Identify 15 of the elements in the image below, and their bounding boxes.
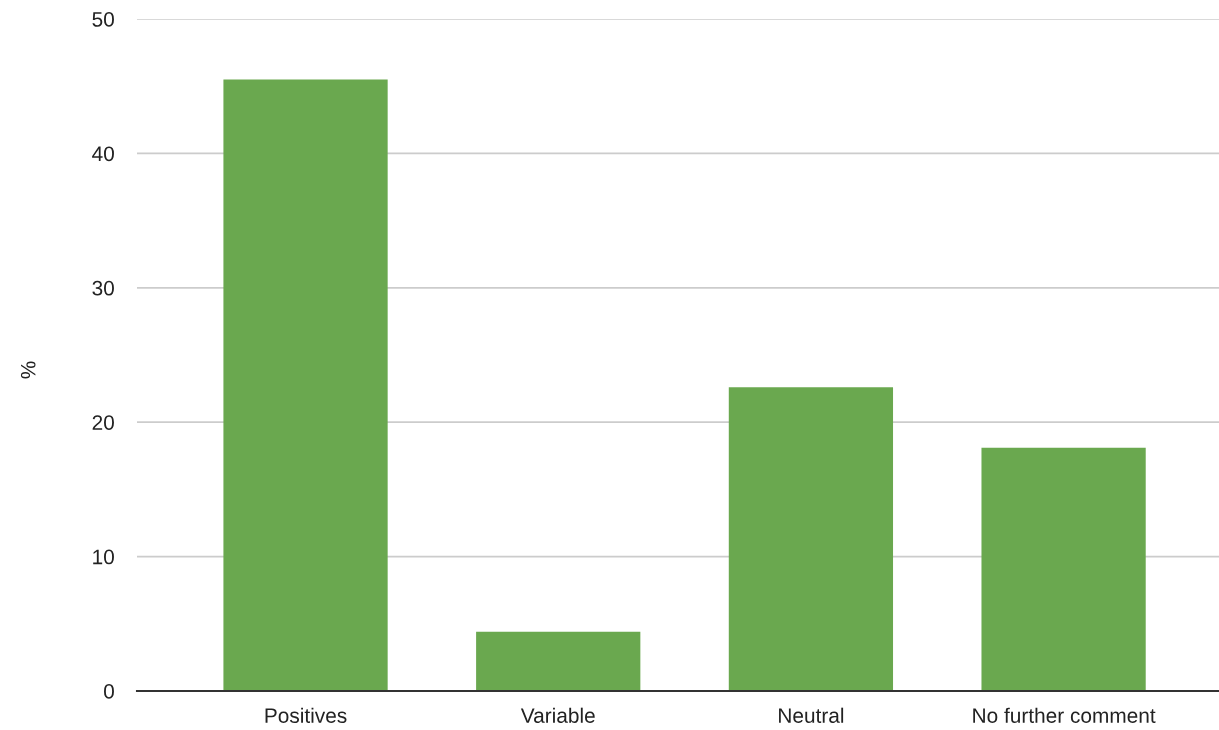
bar bbox=[981, 447, 1146, 691]
y-tick-label: 30 bbox=[92, 280, 114, 296]
x-tick-label: No further comment bbox=[973, 707, 1156, 723]
bar bbox=[223, 79, 388, 691]
x-tick-label: Neutral bbox=[779, 707, 844, 723]
y-axis-title: % bbox=[20, 361, 36, 379]
y-tick-label: 40 bbox=[92, 146, 114, 162]
bar bbox=[728, 387, 894, 691]
y-tick-label: 20 bbox=[92, 415, 114, 430]
x-tick-label: Positives bbox=[265, 707, 347, 723]
y-tick-label: 0 bbox=[104, 684, 114, 699]
bar bbox=[476, 631, 641, 691]
y-tick-label: 50 bbox=[92, 12, 114, 27]
x-tick-label: Variable bbox=[520, 707, 595, 723]
y-tick-label: 10 bbox=[93, 549, 114, 565]
